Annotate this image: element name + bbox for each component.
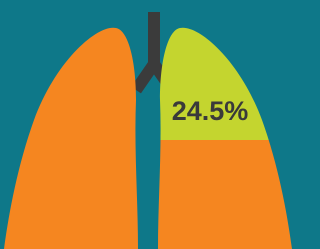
lungs-infographic: 24.5% — [0, 0, 296, 249]
percentage-label: 24.5% — [172, 96, 249, 126]
page: 24.5% (() => { const data = JSON.parse(d… — [0, 0, 296, 249]
